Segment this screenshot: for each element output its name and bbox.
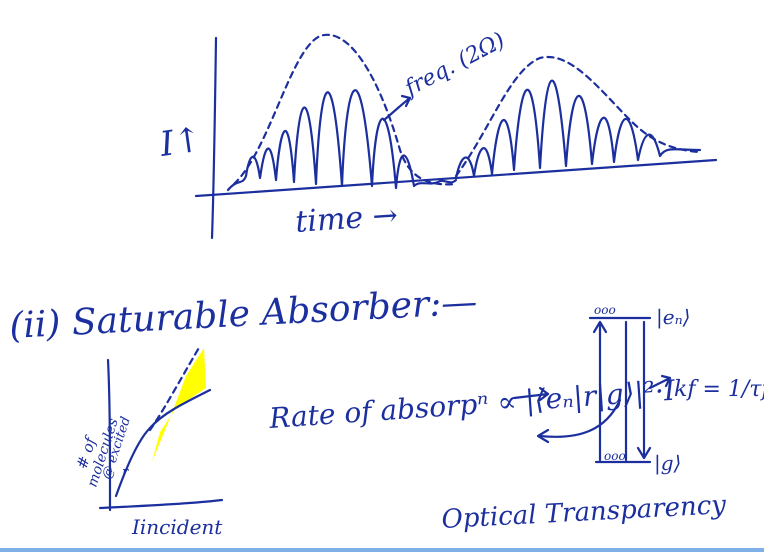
pulse-graph: I↑ time → freq. (2Ω): [157, 28, 718, 240]
upper-level-label: |eₙ⟩: [656, 305, 690, 330]
saturation-graph-y-label-4: r: [122, 465, 129, 480]
emission-curve-arrowhead: [536, 428, 550, 444]
decay-arrowhead: [636, 446, 652, 460]
bottom-divider: [0, 548, 764, 552]
linear-extrapolation: [148, 344, 202, 432]
saturation-graph-y-axis: [106, 358, 112, 512]
pulse-envelope-2: [454, 55, 702, 178]
decay-output-arrowhead: [660, 374, 672, 388]
lower-level-marks: ooo: [604, 449, 626, 463]
pulse-envelope-1: [232, 33, 458, 186]
saturation-graph-x-axis: [98, 498, 224, 510]
pulse-graph-x-axis: [194, 158, 718, 198]
optical-transparency-caption: Optical Transparency: [441, 490, 727, 535]
freq-annotation: freq. (2Ω): [399, 28, 509, 102]
emission-curve-arrow: [538, 398, 622, 438]
pulse-graph-y-label: I↑: [157, 119, 205, 165]
pulse-graph-y-axis: [210, 36, 218, 240]
saturation-graph: # of molecules @ excited r Iincident: [73, 344, 224, 539]
pulse-graph-x-label: time →: [294, 198, 399, 240]
energy-level-diagram: ooo ooo |eₙ⟩ |g⟩ kf = 1/τf: [536, 303, 764, 476]
freq-annotation-arrow: [382, 96, 412, 122]
rate-equation: Rate of absorpⁿ ∝ |⟨eₙ|r|g⟩|²·I: [267, 374, 677, 435]
lower-level-label: |g⟩: [654, 451, 681, 476]
rate-equation-arrow: [512, 392, 550, 400]
decay-output-arrow: [648, 376, 672, 390]
decay-rate-label: kf = 1/τf: [674, 377, 764, 402]
rate-equation-arrowhead: [538, 386, 550, 402]
saturation-curve: [114, 388, 212, 498]
section-heading: (ii) Saturable Absorber:—: [8, 282, 478, 347]
freq-annotation-arrowhead: [400, 94, 412, 108]
pulse-train-2: [454, 79, 702, 180]
saturation-graph-x-label: Iincident: [131, 515, 223, 539]
excitation-arrowhead: [592, 320, 608, 334]
upper-level-marks: ooo: [594, 303, 616, 317]
pulse-train-1: [226, 89, 458, 192]
